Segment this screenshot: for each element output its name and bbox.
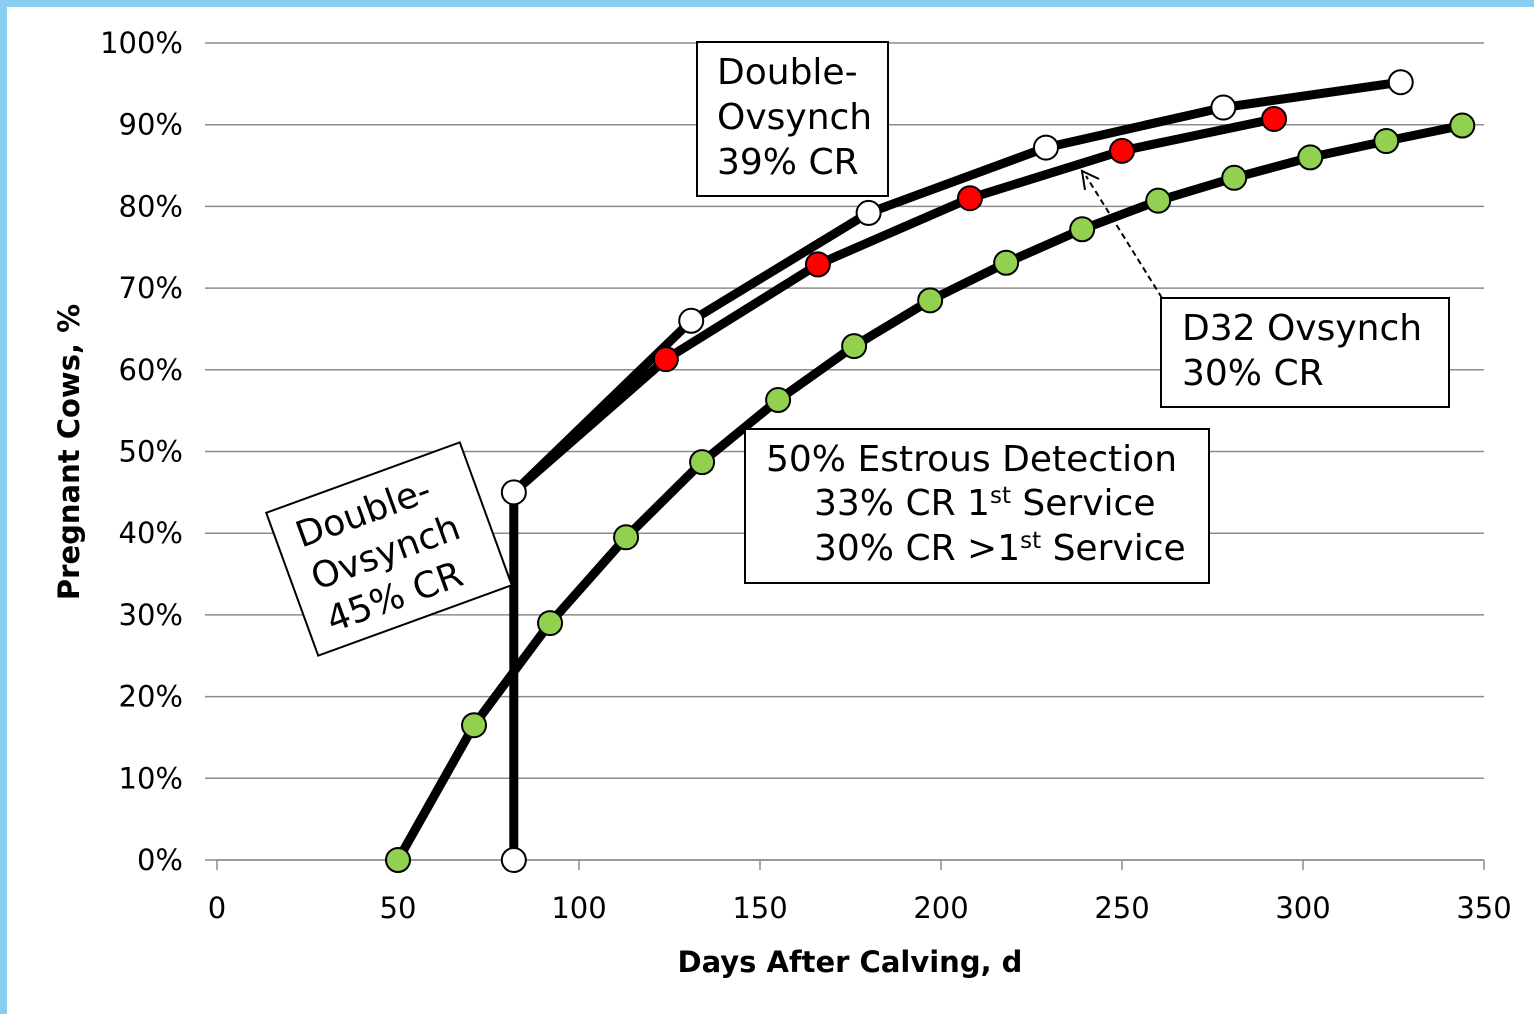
annotation-box xyxy=(264,441,514,657)
annotation-text: 30% CR >1 xyxy=(814,528,1020,569)
annotation-text: Service xyxy=(1041,528,1186,569)
data-point-double_ovsynch_39 xyxy=(1032,134,1059,161)
y-tick-label: 50% xyxy=(119,435,183,469)
y-tick-label: 70% xyxy=(119,271,183,305)
data-point-estrous xyxy=(841,333,868,360)
y-tick-label: 0% xyxy=(137,843,183,877)
data-point-estrous xyxy=(993,249,1020,276)
data-point-estrous xyxy=(1145,187,1172,214)
x-tick-label: 50 xyxy=(380,891,417,925)
data-point-double_ovsynch_39 xyxy=(1210,94,1237,121)
y-tick-label: 80% xyxy=(119,189,183,223)
annotation-line: 33% CR 1st Service xyxy=(814,483,1155,524)
data-point-estrous xyxy=(1069,216,1096,243)
x-tick-label: 350 xyxy=(1456,891,1511,925)
annotation-line: 30% CR xyxy=(1182,353,1324,394)
data-point-estrous xyxy=(1221,164,1248,191)
data-point-double_ovsynch_39 xyxy=(500,847,527,873)
data-point-double_ovsynch_39 xyxy=(855,199,882,226)
annotation-double-ovsynch-39: Double- Ovsynch 39% CR xyxy=(696,41,889,197)
annotation-box xyxy=(744,428,1210,584)
data-point-d32_ovsynch xyxy=(1109,137,1135,164)
x-tick-label: 250 xyxy=(1094,891,1149,925)
data-point-double_ovsynch_39 xyxy=(1387,69,1414,96)
data-point-d32_ovsynch xyxy=(804,251,831,278)
x-axis-title: Days After Calving, d xyxy=(678,945,1023,979)
data-point-estrous xyxy=(765,387,792,414)
y-axis-title: Pregnant Cows, % xyxy=(52,304,86,600)
data-point-double_ovsynch_39 xyxy=(500,479,527,506)
x-tick-label: 200 xyxy=(913,891,968,925)
annotation-double-ovsynch-45: Double- Ovsynch 45% CR xyxy=(264,441,514,657)
y-tick-label: 30% xyxy=(119,598,183,632)
data-point-d32_ovsynch xyxy=(956,185,983,212)
data-point-estrous xyxy=(917,287,944,314)
x-tick-label: 100 xyxy=(551,891,606,925)
data-point-estrous xyxy=(1449,112,1476,139)
data-point-estrous xyxy=(1297,144,1324,171)
data-point-estrous xyxy=(689,449,716,476)
data-point-d32_ovsynch xyxy=(1261,105,1288,132)
annotation-text: Service xyxy=(1011,483,1156,524)
arrow-head xyxy=(1080,169,1100,191)
data-point-estrous xyxy=(613,524,640,551)
series-line-d32_ovsynch xyxy=(509,114,1279,497)
y-tick-label: 90% xyxy=(119,108,183,142)
x-tick-label: 300 xyxy=(1275,891,1330,925)
data-point-d32_ovsynch xyxy=(652,346,679,373)
annotation-arrow xyxy=(1085,175,1163,299)
annotation-line: Ovsynch xyxy=(717,97,872,138)
y-tick-label: 40% xyxy=(119,516,183,550)
data-point-estrous xyxy=(385,847,411,873)
annotation-line: D32 Ovsynch xyxy=(1182,308,1422,349)
data-point-double_ovsynch_39 xyxy=(678,307,705,334)
annotation-superscript: st xyxy=(990,483,1011,509)
annotation-line: Double- xyxy=(717,52,858,93)
annotation-estrous-detection: 50% Estrous Detection 33% CR 1st Service… xyxy=(744,428,1210,584)
data-point-estrous xyxy=(461,712,488,739)
annotation-line: 30% CR >1st Service xyxy=(814,528,1186,569)
x-tick-label: 0 xyxy=(208,891,226,925)
annotation-superscript: st xyxy=(1020,528,1041,554)
point-layer xyxy=(385,69,1476,873)
data-point-estrous xyxy=(1373,128,1400,155)
y-tick-label: 20% xyxy=(119,680,183,714)
annotation-line: 39% CR xyxy=(717,142,859,183)
y-tick-label: 60% xyxy=(119,353,183,387)
annotation-box xyxy=(696,41,889,197)
annotation-box xyxy=(1160,297,1450,408)
annotation-d32-ovsynch: D32 Ovsynch 30% CR xyxy=(1080,169,1450,408)
annotation-line: 50% Estrous Detection xyxy=(766,439,1177,480)
annotation-text: 33% CR 1 xyxy=(814,483,990,524)
data-point-estrous xyxy=(537,610,564,637)
axis-layer: 0% 10% 20% 30% 40% 50% 60% 70% 80% 90% 100% 0 50 100 1… xyxy=(100,26,1512,925)
y-tick-label: 10% xyxy=(119,761,183,795)
y-tick-label: 100% xyxy=(100,26,183,60)
x-tick-label: 150 xyxy=(732,891,787,925)
